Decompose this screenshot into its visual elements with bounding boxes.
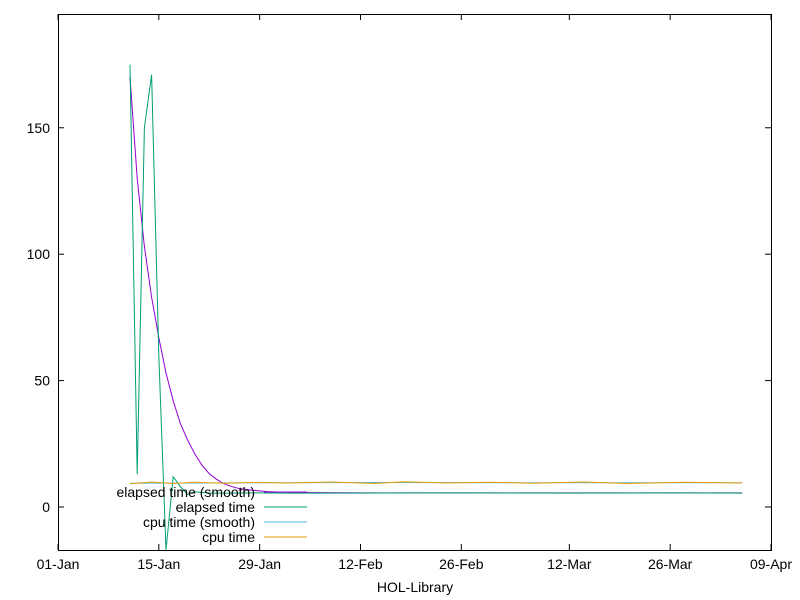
x-tick-label: 26-Feb xyxy=(439,556,484,572)
x-tick-label: 12-Mar xyxy=(547,556,592,572)
plot-frame xyxy=(58,14,772,551)
x-tick-label: 15-Jan xyxy=(137,556,180,572)
y-tick-label: 100 xyxy=(27,246,51,262)
legend-label: elapsed time xyxy=(176,499,256,515)
x-axis-label: HOL-Library xyxy=(377,579,453,595)
x-tick-label: 29-Jan xyxy=(238,556,281,572)
y-tick-label: 0 xyxy=(42,499,50,515)
tick-layer: 01-Jan 15-Jan 29-Jan 12-Feb 26-Feb 12-Mar 26-M… xyxy=(27,14,792,572)
legend-label: elapsed time (smooth) xyxy=(116,484,255,500)
legend-label: cpu time xyxy=(202,529,255,545)
series-line xyxy=(129,481,743,485)
x-tick-label: 26-Mar xyxy=(648,556,693,572)
x-tick-label: 09-Apr xyxy=(750,556,792,572)
x-tick-label: 12-Feb xyxy=(338,556,383,572)
series-line xyxy=(129,64,743,551)
series-layer xyxy=(129,64,743,551)
y-tick-label: 150 xyxy=(27,120,51,136)
y-tick-label: 50 xyxy=(34,373,50,389)
legend-label: cpu time (smooth) xyxy=(143,514,255,530)
x-tick-label: 01-Jan xyxy=(37,556,80,572)
series-line xyxy=(129,77,743,494)
